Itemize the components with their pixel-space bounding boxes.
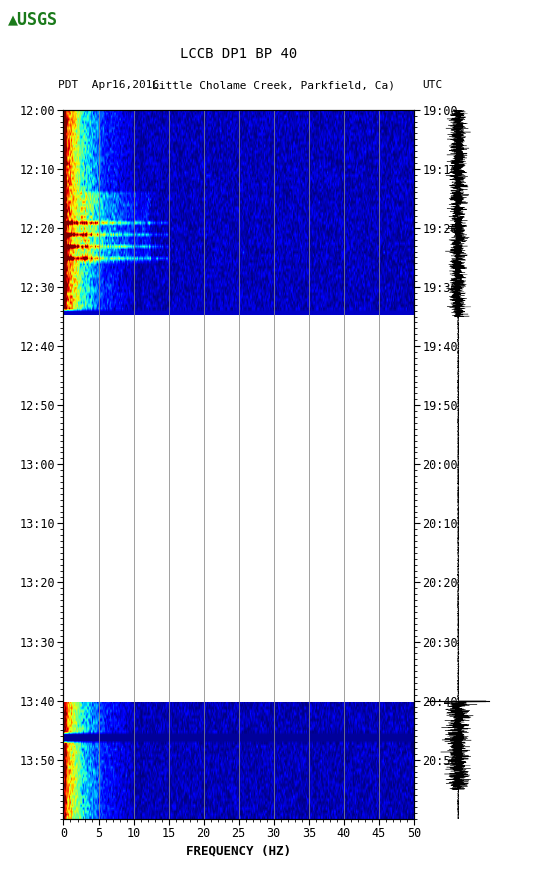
- X-axis label: FREQUENCY (HZ): FREQUENCY (HZ): [186, 845, 291, 857]
- Text: Little Cholame Creek, Parkfield, Ca): Little Cholame Creek, Parkfield, Ca): [152, 80, 395, 90]
- Text: ▲USGS: ▲USGS: [8, 11, 59, 29]
- Text: UTC: UTC: [422, 80, 443, 90]
- Text: LCCB DP1 BP 40: LCCB DP1 BP 40: [180, 46, 298, 61]
- Text: PDT  Apr16,2016: PDT Apr16,2016: [58, 80, 159, 90]
